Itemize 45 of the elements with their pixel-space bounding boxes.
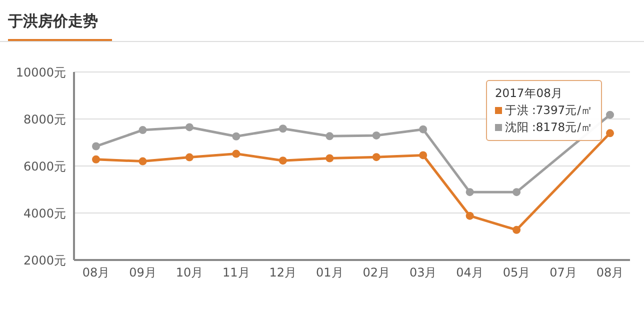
x-tick-label: 08月 xyxy=(82,266,110,280)
x-tick-label: 11月 xyxy=(222,266,250,280)
y-tick-label: 2000元 xyxy=(23,253,66,268)
x-tick-label: 10月 xyxy=(176,266,204,280)
chart-title: 于洪房价走势 xyxy=(8,12,112,42)
annotation: 2017年08月 xyxy=(494,85,564,102)
point xyxy=(185,123,194,132)
point xyxy=(278,124,287,133)
point xyxy=(138,126,147,134)
x-tick-label: 04月 xyxy=(456,266,484,280)
point xyxy=(232,150,240,158)
data-label: :8178元/㎡ xyxy=(532,119,593,136)
point xyxy=(92,142,100,150)
point xyxy=(419,125,428,134)
x-tick-label: 07月 xyxy=(550,266,577,280)
point xyxy=(232,132,240,140)
point xyxy=(512,226,521,234)
point xyxy=(326,154,334,162)
y-tick-label: 4000元 xyxy=(23,206,66,220)
x-tick-label: 12月 xyxy=(269,266,297,280)
point xyxy=(185,153,194,162)
point xyxy=(372,131,380,140)
point xyxy=(419,151,428,160)
x-tick-label: 01月 xyxy=(316,266,344,280)
point xyxy=(326,132,334,140)
x-tick-label: 08月 xyxy=(596,266,624,280)
point xyxy=(466,188,474,196)
point xyxy=(372,153,380,162)
point xyxy=(606,129,614,138)
x-tick-label: 03月 xyxy=(409,266,437,280)
x-tick-label: 02月 xyxy=(362,266,390,280)
point xyxy=(606,110,614,119)
legend-label: 于洪 xyxy=(504,102,529,119)
x-tick-label: 09月 xyxy=(129,266,156,280)
legend-label: 沈阳 xyxy=(504,119,529,136)
data-label: :7397元/㎡ xyxy=(532,102,593,119)
point xyxy=(512,188,521,196)
y-tick-label: 8000元 xyxy=(23,112,66,126)
point xyxy=(466,212,474,220)
point xyxy=(138,157,147,166)
y-tick-label: 10000元 xyxy=(16,65,66,80)
y-tick-label: 6000元 xyxy=(23,159,66,174)
point xyxy=(92,155,100,164)
x-tick-label: 05月 xyxy=(502,266,530,280)
point xyxy=(278,156,287,165)
